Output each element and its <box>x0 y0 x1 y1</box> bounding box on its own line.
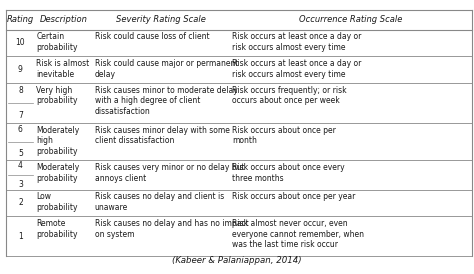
Text: 4: 4 <box>18 161 23 170</box>
Text: 6: 6 <box>18 125 23 134</box>
Text: Risk occurs about once per year: Risk occurs about once per year <box>232 192 356 201</box>
Text: Risk causes no delay and has no impact
on system: Risk causes no delay and has no impact o… <box>95 219 248 239</box>
Text: 7: 7 <box>18 111 23 120</box>
Text: Moderately
high
probability: Moderately high probability <box>36 126 80 156</box>
Text: Risk occurs about once every
three months: Risk occurs about once every three month… <box>232 163 345 183</box>
Text: Risk occurs frequently; or risk
occurs about once per week: Risk occurs frequently; or risk occurs a… <box>232 86 347 105</box>
Text: Risk almost never occur, even
everyone cannot remember, when
was the last time r: Risk almost never occur, even everyone c… <box>232 219 364 249</box>
Text: Risk occurs at least once a day or
risk occurs almost every time: Risk occurs at least once a day or risk … <box>232 59 362 79</box>
Text: Occurrence Rating Scale: Occurrence Rating Scale <box>299 15 402 24</box>
Text: Risk causes no delay and client is
unaware: Risk causes no delay and client is unawa… <box>95 192 224 212</box>
Text: Remote
probability: Remote probability <box>36 219 78 239</box>
Text: Risk occurs at least once a day or
risk occurs almost every time: Risk occurs at least once a day or risk … <box>232 32 362 52</box>
Text: Very high
probability: Very high probability <box>36 86 78 105</box>
Text: 10: 10 <box>16 38 25 47</box>
Text: Description: Description <box>40 15 88 24</box>
Text: Risk causes minor delay with some
client dissatisfaction: Risk causes minor delay with some client… <box>95 126 230 145</box>
Text: 2: 2 <box>18 198 23 207</box>
Text: Risk occurs about once per
month: Risk occurs about once per month <box>232 126 336 145</box>
Text: Risk could cause major or permanent
delay: Risk could cause major or permanent dela… <box>95 59 238 79</box>
Text: Low
probability: Low probability <box>36 192 78 212</box>
Text: 1: 1 <box>18 232 23 241</box>
Text: Certain
probability: Certain probability <box>36 32 78 52</box>
Text: Risk causes minor to moderate delay
with a high degree of client
dissatisfaction: Risk causes minor to moderate delay with… <box>95 86 237 116</box>
Text: (Kabeer & Palaniappan, 2014): (Kabeer & Palaniappan, 2014) <box>172 256 302 265</box>
Text: 8: 8 <box>18 85 23 95</box>
Text: Risk could cause loss of client: Risk could cause loss of client <box>95 32 210 41</box>
Text: Risk causes very minor or no delay but
annoys client: Risk causes very minor or no delay but a… <box>95 163 245 183</box>
Text: 9: 9 <box>18 65 23 74</box>
Text: 5: 5 <box>18 149 23 158</box>
Text: Moderately
probability: Moderately probability <box>36 163 80 183</box>
Text: 3: 3 <box>18 180 23 189</box>
Text: Risk is almost
inevitable: Risk is almost inevitable <box>36 59 90 79</box>
Text: Severity Rating Scale: Severity Rating Scale <box>116 15 206 24</box>
Text: Rating: Rating <box>7 15 34 24</box>
